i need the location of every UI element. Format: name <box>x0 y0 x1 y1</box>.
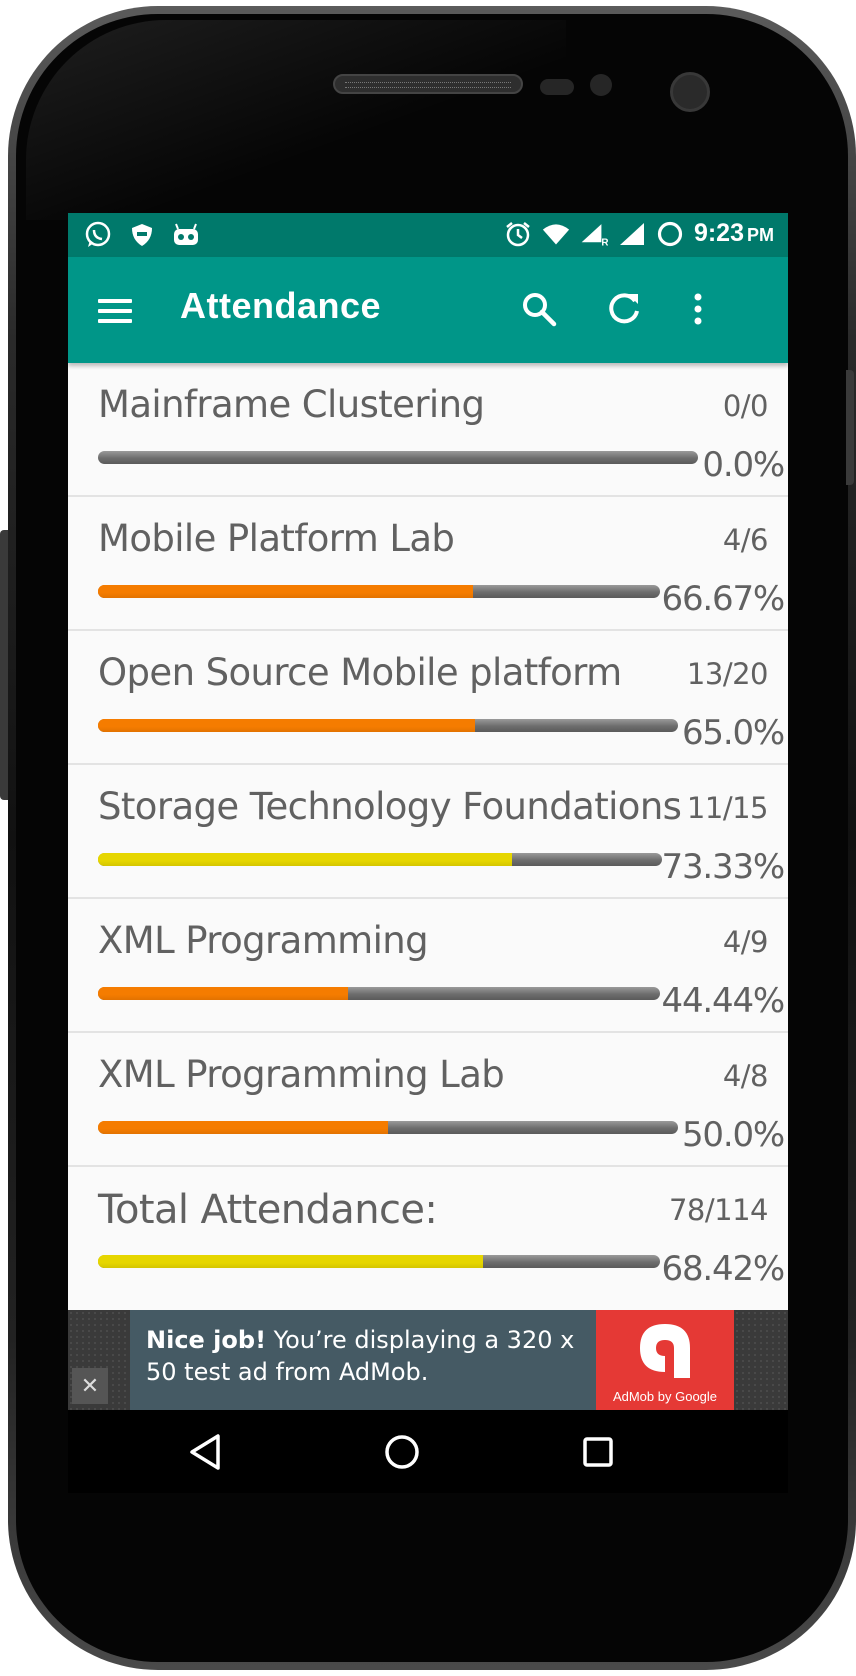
subject-name: Mobile Platform Lab <box>98 517 455 560</box>
hamburger-menu-icon[interactable] <box>96 291 136 331</box>
subject-name: XML Programming <box>98 919 429 962</box>
attendance-percent: 44.44% <box>661 981 786 1021</box>
navigation-bar <box>68 1410 788 1493</box>
front-camera <box>670 72 710 112</box>
earpiece-speaker <box>333 74 523 94</box>
attendance-percent: 50.0% <box>681 1115 785 1155</box>
list-item[interactable]: XML Programming Lab 4/8 50.0% <box>68 1033 788 1167</box>
signal-icon <box>618 220 646 248</box>
progress-fill <box>98 585 473 598</box>
alarm-icon <box>504 220 532 248</box>
subject-name: Mainframe Clustering <box>98 383 485 426</box>
admob-caption: AdMob by Google <box>612 1389 718 1404</box>
ad-headline: Nice job! <box>146 1326 267 1354</box>
wifi-icon <box>542 220 570 248</box>
list-item[interactable]: Mobile Platform Lab 4/6 66.67% <box>68 497 788 631</box>
status-bar: R 9:23 PM <box>68 213 788 257</box>
attendance-percent: 65.0% <box>681 713 785 753</box>
progress-fill <box>98 719 475 732</box>
attendance-count: 0/0 <box>722 389 769 423</box>
light-sensor <box>590 74 612 96</box>
progress-fill <box>98 1255 483 1268</box>
ad-text: Nice job! You’re displaying a 320 x 50 t… <box>146 1324 586 1388</box>
attendance-percent: 0.0% <box>702 445 785 485</box>
progress-fill <box>98 853 512 866</box>
volume-button <box>0 530 8 800</box>
power-button <box>846 370 854 485</box>
attendance-percent: 73.33% <box>661 847 786 887</box>
app-toolbar: Attendance <box>68 257 788 363</box>
attendance-percent: 66.67% <box>661 579 786 619</box>
ad-content[interactable]: Nice job! You’re displaying a 320 x 50 t… <box>130 1310 596 1410</box>
ad-body: You’re displaying a 320 x 50 test ad fro… <box>146 1326 575 1386</box>
refresh-icon[interactable] <box>600 285 648 333</box>
clock-ampm: PM <box>747 225 774 245</box>
progress-bar <box>98 451 698 464</box>
list-item[interactable]: XML Programming 4/9 44.44% <box>68 899 788 1033</box>
progress-bar <box>98 719 678 732</box>
list-item[interactable]: Storage Technology Foundations 11/15 73.… <box>68 765 788 899</box>
total-progress-bar <box>98 1255 660 1268</box>
ad-banner[interactable]: Nice job! You’re displaying a 320 x 50 t… <box>68 1310 788 1410</box>
clock: 9:23 PM <box>694 219 774 248</box>
clock-time: 9:23 <box>693 219 744 247</box>
admob-icon <box>640 1324 690 1378</box>
signal-roaming-icon: R <box>580 220 608 248</box>
list-item[interactable]: Mainframe Clustering 0/0 0.0% <box>68 363 788 497</box>
progress-bar <box>98 1121 678 1134</box>
admob-logo[interactable]: AdMob by Google <box>596 1310 734 1410</box>
proximity-sensor <box>540 79 574 95</box>
screen: R 9:23 PM Attendance Mainframe Clu <box>68 213 788 1493</box>
robot-icon <box>172 221 200 249</box>
home-icon[interactable] <box>378 1428 426 1476</box>
attendance-count: 13/20 <box>686 657 769 691</box>
close-icon[interactable]: ✕ <box>72 1368 108 1404</box>
total-attendance-row: Total Attendance: 78/114 68.42% <box>68 1167 788 1308</box>
page-title: Attendance <box>180 285 382 326</box>
battery-icon <box>656 220 684 248</box>
attendance-count: 11/15 <box>686 791 769 825</box>
attendance-list: Mainframe Clustering 0/0 0.0% Mobile Pla… <box>68 363 788 1308</box>
progress-bar <box>98 585 660 598</box>
subject-name: XML Programming Lab <box>98 1053 505 1096</box>
total-percent: 68.42% <box>661 1249 786 1289</box>
back-icon[interactable] <box>181 1428 229 1476</box>
attendance-count: 4/6 <box>722 523 769 557</box>
total-count: 78/114 <box>668 1193 769 1227</box>
total-label: Total Attendance: <box>98 1187 438 1233</box>
progress-bar <box>98 987 660 1000</box>
shield-icon <box>128 221 156 249</box>
recents-icon[interactable] <box>574 1428 622 1476</box>
attendance-count: 4/8 <box>722 1059 769 1093</box>
more-vert-icon[interactable] <box>674 285 722 333</box>
search-icon[interactable] <box>515 285 563 333</box>
subject-name: Storage Technology Foundations <box>98 785 682 828</box>
progress-fill <box>98 1121 388 1134</box>
attendance-count: 4/9 <box>722 925 769 959</box>
svg-text:R: R <box>601 237 608 247</box>
list-item[interactable]: Open Source Mobile platform 13/20 65.0% <box>68 631 788 765</box>
subject-name: Open Source Mobile platform <box>98 651 622 694</box>
progress-bar <box>98 853 662 866</box>
phone-shine <box>26 20 566 220</box>
whatsapp-icon <box>84 221 112 249</box>
progress-fill <box>98 987 348 1000</box>
